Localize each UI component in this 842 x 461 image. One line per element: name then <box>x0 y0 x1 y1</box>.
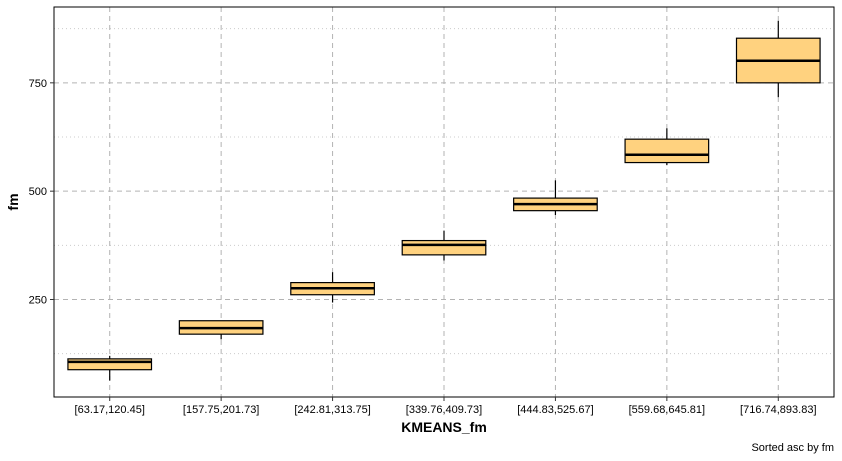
x-tick-label: [716.74,893.83] <box>740 404 816 416</box>
box <box>624 138 710 164</box>
x-tick-label: [444.83,525.67] <box>517 404 593 416</box>
box-group <box>67 355 153 381</box>
chart-caption: Sorted asc by fm <box>751 442 834 454</box>
box <box>401 239 487 256</box>
box <box>67 358 153 371</box>
y-tick-label: 750 <box>29 78 47 90</box>
box-group <box>624 128 710 166</box>
box-group <box>735 20 821 98</box>
x-tick-label: [242.81,313.75] <box>294 404 370 416</box>
box-group <box>290 272 375 303</box>
x-tick-label: [63.17,120.45] <box>75 404 145 416</box>
x-tick-label: [157.75,201.73] <box>183 404 259 416</box>
x-axis-title: KMEANS_fm <box>401 419 487 435</box>
y-axis: 250 500 750 <box>29 78 54 307</box>
x-tick-label: [339.76,409.73] <box>406 404 482 416</box>
y-tick-label: 250 <box>29 295 47 307</box>
box-group <box>178 320 264 340</box>
x-tick-label: [559.68,645.81] <box>629 404 705 416</box>
box-group <box>513 180 598 215</box>
gridlines <box>54 7 834 397</box>
boxes-layer <box>67 20 821 381</box>
x-axis: [63.17,120.45] [157.75,201.73] [242.81,313… <box>75 397 817 416</box>
y-axis-title: fm <box>5 193 21 210</box>
y-tick-label: 500 <box>29 186 47 198</box>
box-group <box>401 230 487 261</box>
